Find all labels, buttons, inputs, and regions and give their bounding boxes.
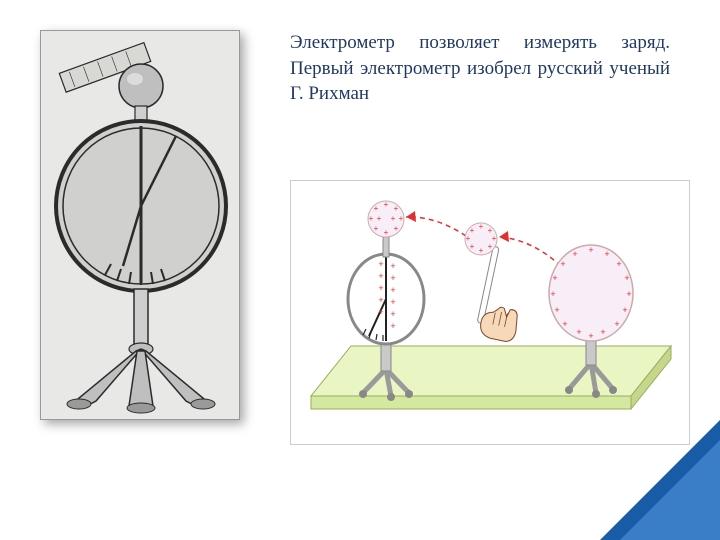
svg-text:+: +	[626, 289, 631, 299]
svg-text:+: +	[384, 228, 389, 237]
svg-text:+: +	[378, 295, 383, 305]
svg-text:+: +	[488, 242, 493, 251]
svg-text:+: +	[399, 214, 404, 223]
svg-text:+: +	[614, 319, 619, 329]
svg-text:+: +	[562, 319, 567, 329]
svg-text:+: +	[391, 214, 396, 223]
svg-text:+: +	[576, 327, 581, 337]
svg-text:+: +	[554, 305, 559, 315]
description-text: Электрометр позволяет измерять заряд. Пе…	[290, 30, 670, 107]
svg-text:+: +	[374, 224, 379, 233]
svg-text:+: +	[394, 204, 399, 213]
svg-text:+: +	[600, 327, 605, 337]
svg-text:+: +	[390, 285, 395, 295]
svg-text:+: +	[479, 246, 484, 255]
svg-text:+: +	[616, 259, 621, 269]
svg-text:+: +	[378, 283, 383, 293]
svg-text:+: +	[369, 214, 374, 223]
svg-text:+: +	[560, 259, 565, 269]
electrometer-engraving-svg	[41, 31, 241, 421]
svg-text:+: +	[572, 249, 577, 259]
svg-text:+: +	[390, 273, 395, 283]
svg-text:+: +	[384, 200, 389, 209]
svg-text:+: +	[550, 289, 555, 299]
svg-text:+: +	[470, 226, 475, 235]
svg-text:+: +	[552, 273, 557, 283]
svg-text:+: +	[390, 297, 395, 307]
charge-transfer-diagram: ++ ++ ++ ++ ++ + +++ ++ +++ ++	[290, 180, 690, 445]
svg-text:+: +	[492, 234, 497, 243]
svg-text:+: +	[378, 259, 383, 269]
svg-text:+: +	[588, 245, 593, 255]
svg-text:+: +	[390, 309, 395, 319]
svg-text:+: +	[588, 331, 593, 341]
svg-text:+: +	[377, 214, 382, 223]
svg-text:+: +	[604, 249, 609, 259]
svg-text:+: +	[390, 321, 395, 331]
diagram-svg: ++ ++ ++ ++ ++ + +++ ++ +++ ++	[291, 181, 691, 446]
svg-text:+: +	[479, 222, 484, 231]
transfer-ball: +++ ++ +++	[465, 222, 520, 343]
svg-text:+: +	[378, 307, 383, 317]
svg-text:+: +	[470, 242, 475, 251]
svg-text:+: +	[622, 305, 627, 315]
electrometer-photo	[40, 30, 240, 420]
svg-text:+: +	[378, 271, 383, 281]
svg-text:+: +	[624, 273, 629, 283]
svg-text:+: +	[394, 224, 399, 233]
svg-text:+: +	[374, 204, 379, 213]
svg-text:+: +	[390, 261, 395, 271]
